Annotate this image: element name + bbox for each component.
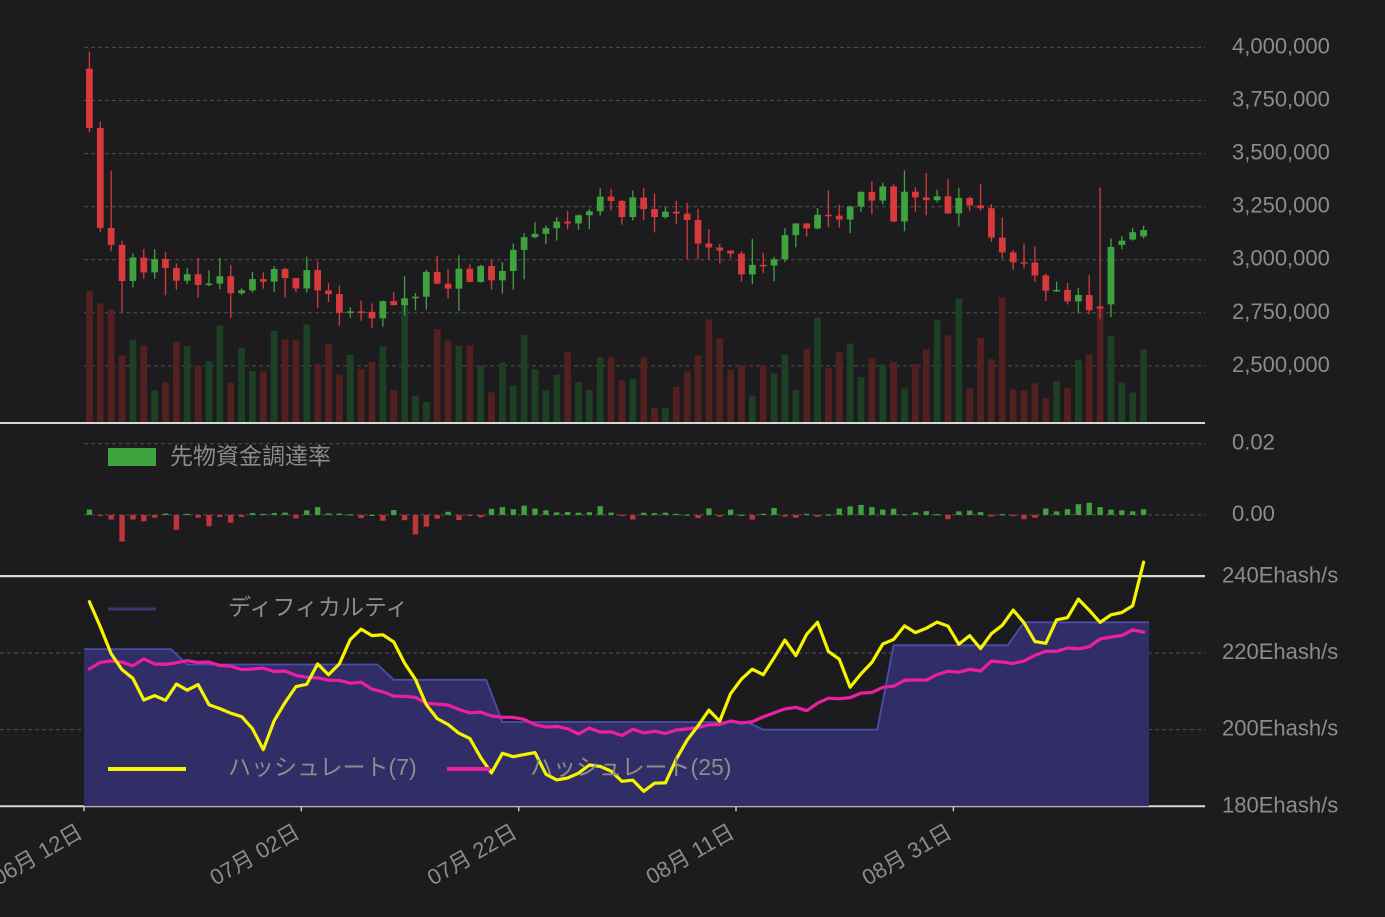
svg-text:3,500,000: 3,500,000 [1232, 140, 1330, 165]
svg-text:ディフィカルティ: ディフィカルティ [228, 594, 409, 620]
svg-text:2,500,000: 2,500,000 [1232, 352, 1330, 377]
svg-text:0.02: 0.02 [1232, 430, 1275, 455]
svg-text:3,750,000: 3,750,000 [1232, 87, 1330, 112]
svg-text:先物資金調達率: 先物資金調達率 [170, 443, 331, 469]
svg-text:180Ehash/s: 180Ehash/s [1222, 792, 1338, 817]
svg-text:ハッシュレート(7): ハッシュレート(7) [228, 754, 417, 780]
svg-text:200Ehash/s: 200Ehash/s [1222, 716, 1338, 741]
svg-text:0.00: 0.00 [1232, 501, 1275, 526]
svg-text:3,250,000: 3,250,000 [1232, 193, 1330, 218]
svg-text:3,000,000: 3,000,000 [1232, 246, 1330, 271]
svg-text:2,750,000: 2,750,000 [1232, 299, 1330, 324]
svg-text:4,000,000: 4,000,000 [1232, 33, 1330, 58]
svg-text:240Ehash/s: 240Ehash/s [1222, 562, 1338, 587]
svg-text:220Ehash/s: 220Ehash/s [1222, 639, 1338, 664]
svg-text:ハッシュレート(25): ハッシュレート(25) [530, 754, 731, 780]
